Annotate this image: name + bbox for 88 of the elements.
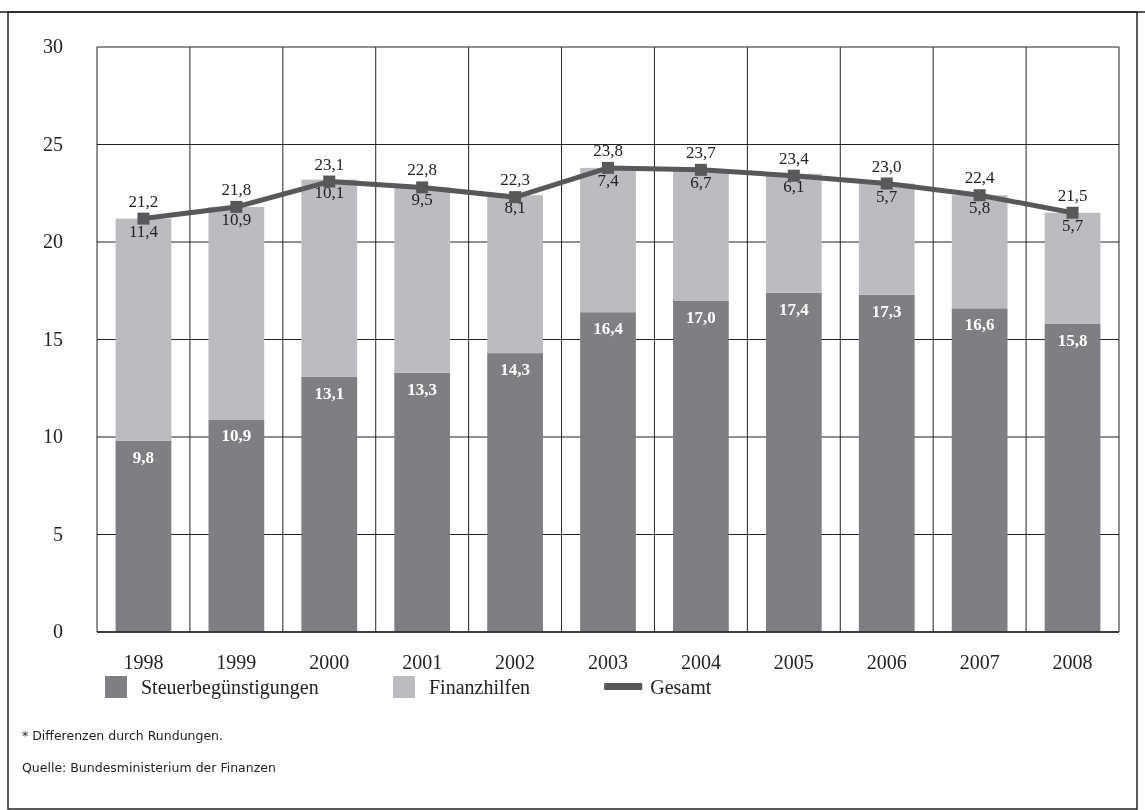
data-label: 11,4 — [128, 221, 159, 241]
data-label: 16,6 — [964, 315, 995, 335]
data-label: 22,4 — [964, 168, 996, 188]
source-note: Quelle: Bundesministerium der Finanzen — [22, 760, 276, 775]
data-label: 10,9 — [221, 209, 252, 229]
bar — [765, 292, 822, 632]
data-label: 17,3 — [871, 301, 902, 321]
bar — [765, 173, 822, 293]
x-tick-label: 2007 — [959, 651, 1000, 673]
bar — [487, 195, 543, 354]
data-label: 7,4 — [597, 170, 620, 190]
bar — [858, 294, 915, 632]
x-tick-label: 1998 — [123, 651, 164, 673]
data-label: 23,0 — [871, 156, 902, 176]
x-tick-label: 2008 — [1052, 651, 1093, 673]
bar — [580, 167, 636, 313]
x-tick-label: 2003 — [588, 651, 628, 673]
data-label: 17,0 — [686, 307, 716, 327]
y-tick-label: 5 — [53, 522, 63, 545]
y-tick-label: 0 — [53, 620, 63, 642]
data-label: 22,8 — [407, 160, 438, 180]
x-tick-label: 2000 — [309, 651, 350, 673]
bar — [1044, 323, 1101, 632]
data-label: 22,3 — [500, 170, 530, 190]
y-tick-label: 30 — [43, 35, 63, 57]
data-label: 6,1 — [783, 176, 805, 196]
data-label: 21,2 — [128, 191, 159, 211]
point — [880, 177, 893, 190]
point — [602, 161, 614, 174]
legend-label: Finanzhilfen — [429, 676, 531, 698]
bar — [580, 312, 636, 632]
data-label: 23,8 — [593, 140, 623, 160]
data-label: 13,1 — [314, 383, 345, 403]
x-tick-label: 1999 — [216, 651, 257, 673]
point — [787, 169, 800, 182]
point — [694, 163, 707, 176]
y-tick-label: 10 — [43, 425, 63, 447]
bar — [858, 183, 915, 295]
point — [416, 181, 429, 194]
data-label: 9,8 — [132, 447, 155, 467]
point — [230, 200, 243, 213]
bar — [208, 419, 265, 632]
data-label: 10,1 — [314, 182, 345, 202]
bar — [487, 353, 543, 632]
bar — [951, 308, 1008, 632]
data-label: 5,8 — [969, 198, 991, 218]
bar — [951, 195, 1008, 309]
data-label: 8,1 — [504, 198, 526, 218]
data-label: 15,8 — [1057, 330, 1088, 350]
data-label: 5,7 — [876, 186, 898, 206]
bar — [301, 376, 358, 632]
y-tick-label: 15 — [43, 327, 63, 350]
bar — [208, 206, 265, 420]
data-label: 23,1 — [314, 154, 345, 174]
legend-label: Gesamt — [650, 676, 712, 698]
x-tick-label: 2006 — [866, 651, 907, 673]
bar — [115, 440, 172, 632]
point — [973, 189, 986, 202]
bar — [673, 169, 729, 301]
bar — [394, 372, 451, 632]
data-label: 10,9 — [221, 426, 252, 446]
legend-label: Steuerbegünstigungen — [141, 676, 319, 699]
x-tick-label: 2005 — [773, 651, 814, 673]
data-label: 16,4 — [593, 319, 624, 339]
data-label: 23,7 — [686, 142, 717, 162]
bar — [394, 187, 451, 373]
data-label: 17,4 — [778, 299, 810, 319]
point — [1066, 206, 1079, 219]
data-label: 14,3 — [500, 360, 530, 380]
text: * Differenzen durch Rundungen. — [22, 728, 224, 743]
bar — [301, 179, 358, 377]
data-label: 6,7 — [690, 172, 713, 192]
x-tick-label: 2002 — [495, 651, 536, 673]
point — [137, 212, 150, 225]
data-label: 5,7 — [1061, 215, 1084, 235]
data-label: 13,3 — [407, 379, 438, 399]
data-label: 21,8 — [221, 179, 252, 199]
data-label: 23,4 — [778, 148, 810, 168]
bar — [1044, 212, 1101, 324]
point — [323, 175, 336, 188]
x-tick-label: 2004 — [680, 651, 721, 673]
data-label: 21,5 — [1057, 185, 1088, 205]
bar — [673, 300, 729, 632]
data-label: 9,5 — [411, 190, 433, 210]
y-tick-label: 20 — [43, 230, 63, 252]
x-tick-label: 2001 — [402, 651, 443, 673]
y-tick-label: 25 — [43, 132, 63, 155]
bar — [115, 218, 172, 441]
